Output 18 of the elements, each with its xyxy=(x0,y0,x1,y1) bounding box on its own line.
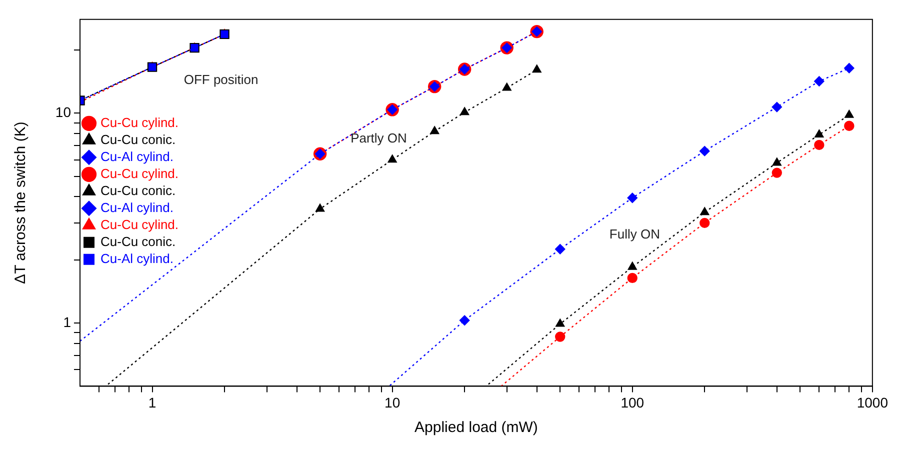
legend-label: Cu-Cu cylind. xyxy=(100,114,179,130)
y-axis-title: ΔT across the switch (K) xyxy=(12,122,30,284)
annotation: Partly ON xyxy=(350,130,407,146)
x-tick-label: 1000 xyxy=(856,394,888,410)
x-tick-label: 1 xyxy=(148,394,156,410)
legend-label: Cu-Cu cylind. xyxy=(100,216,179,232)
x-tick-label: 100 xyxy=(620,394,644,410)
annotation: OFF position xyxy=(184,72,258,87)
legend-label: Cu-Cu conic. xyxy=(100,234,176,249)
legend-label: Cu-Al cylind. xyxy=(100,148,174,164)
x-axis-title: Applied load (mW) xyxy=(414,419,538,436)
legend-label: Cu-Al cylind. xyxy=(100,250,174,266)
legend-label: Cu-Cu cylind. xyxy=(100,166,179,181)
legend-label: Cu-Al cylind. xyxy=(100,200,174,215)
legend-label: Cu-Cu conic. xyxy=(100,132,176,147)
x-tick-label: 10 xyxy=(384,394,400,410)
annotation: Fully ON xyxy=(609,226,660,242)
legend-label: Cu-Cu conic. xyxy=(100,182,176,198)
